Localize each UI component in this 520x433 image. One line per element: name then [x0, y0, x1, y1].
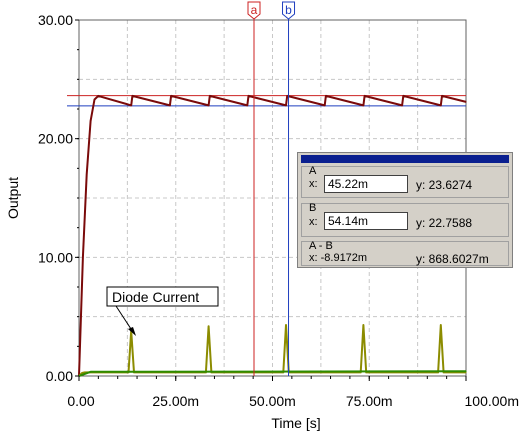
data-point [325, 95, 327, 97]
data-point [324, 104, 326, 107]
cursor-b-label: B [309, 202, 317, 214]
data-point [285, 324, 287, 326]
data-point [440, 324, 442, 326]
cursor-label-b: b [285, 3, 292, 17]
cursor-a-label: A [309, 165, 317, 177]
data-point [209, 95, 211, 97]
data-point [285, 104, 287, 107]
data-point [131, 95, 134, 97]
data-point [208, 104, 210, 107]
readout-titlebar[interactable] [301, 155, 509, 163]
cursor-handle-a[interactable] [247, 1, 261, 20]
x-axis-title: Time [s] [271, 415, 320, 431]
annotation-arrowhead [128, 327, 136, 336]
data-point [208, 325, 210, 327]
cursor-diff-label: A - B [309, 240, 333, 252]
y-axis-title: Output [5, 177, 21, 219]
cursor-label-a: a [251, 3, 258, 17]
data-point [90, 371, 92, 373]
annotation-arrow-line [115, 305, 134, 333]
data-point [90, 120, 92, 122]
data-point [362, 104, 365, 107]
cursor-handle-b[interactable] [282, 1, 296, 20]
data-point [246, 104, 248, 107]
diode-current-annotation: Diode Current [106, 286, 219, 336]
data-point [82, 256, 84, 258]
data-point [86, 173, 88, 175]
x-tick-label: 75.00m [346, 393, 393, 409]
x-tick-label: 25.00m [152, 393, 199, 409]
cursor-diff-group: A - B x: -8.9172m y: 868.6027m [301, 240, 509, 266]
y-tick-label: 20.00 [38, 131, 73, 147]
x-tick-label: 100.00m [465, 393, 519, 409]
y-axis-ticks: 0.00 10.00 20.00 30.00 [38, 12, 79, 384]
data-point [465, 101, 467, 103]
cursor-b-x-field[interactable]: 54.14m [324, 212, 408, 230]
cursor-diff-x: x: -8.9172m [309, 252, 368, 264]
cursor-a-y-value: y: 23.6274 [416, 178, 473, 192]
data-point [130, 104, 132, 107]
cursor-diff-y: y: 868.6027m [416, 252, 489, 266]
data-point [170, 95, 172, 97]
data-point [401, 104, 403, 107]
data-point [440, 104, 442, 107]
data-point [364, 95, 366, 97]
x-tick-label: 50.00m [249, 393, 296, 409]
x-axis-ticks: 0.00 25.00m 50.00m 75.00m 100.00m [67, 376, 519, 409]
annotation-label: Diode Current [112, 289, 199, 305]
cursor-b-x-label: x: [309, 216, 318, 228]
cursor-readout-panel[interactable]: A x: 45.22m y: 23.6274 B x: 54.14m y: 22… [297, 152, 513, 268]
y-tick-label: 30.00 [38, 12, 73, 28]
data-point [441, 95, 443, 97]
y-tick-label: 10.00 [38, 249, 73, 265]
data-point [465, 370, 467, 372]
x-tick-label: 0.00 [67, 393, 94, 409]
cursor-b-group: B x: 54.14m y: 22.7588 [301, 202, 509, 237]
annotation-box [106, 286, 219, 307]
y-tick-label: 0.00 [46, 368, 73, 384]
data-point [286, 95, 288, 97]
data-point [81, 372, 83, 374]
cursor-a-x-label: x: [309, 178, 318, 190]
cursor-a-x-field[interactable]: 45.22m [324, 175, 408, 193]
series-group [78, 94, 467, 377]
data-point [93, 98, 96, 101]
data-point [362, 324, 365, 326]
data-point [402, 95, 404, 97]
cursor-a-group: A x: 45.22m y: 23.6274 [301, 165, 509, 198]
data-point [247, 95, 250, 97]
cursor-b-y-value: y: 22.7588 [416, 216, 473, 230]
data-point [169, 104, 171, 107]
data-point [97, 95, 99, 97]
